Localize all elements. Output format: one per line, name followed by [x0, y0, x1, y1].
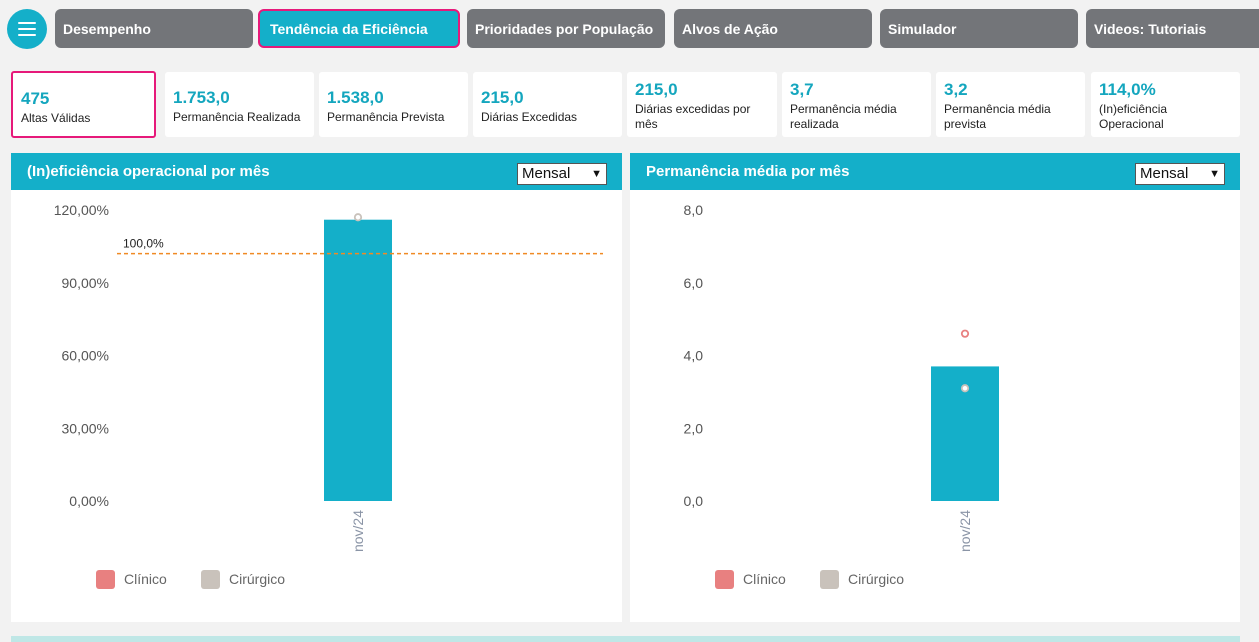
kpi-label: Altas Válidas: [21, 111, 91, 125]
tab-videos-tutoriais[interactable]: Videos: Tutoriais: [1086, 9, 1259, 48]
chevron-down-icon: ▼: [1209, 168, 1220, 180]
kpi-permanencia-media-prevista[interactable]: 3,2 Permanência média prevista: [936, 72, 1085, 137]
chevron-down-icon: ▼: [591, 168, 602, 180]
y-tick-label: 8,0: [684, 202, 704, 218]
tab-simulador[interactable]: Simulador: [880, 9, 1078, 48]
tab-desempenho[interactable]: Desempenho: [55, 9, 253, 48]
legend-swatch: [715, 570, 734, 589]
kpi-permanencia-media-realizada[interactable]: 3,7 Permanência média realizada: [782, 72, 931, 137]
kpi-altas-validas[interactable]: 475 Altas Válidas: [11, 71, 156, 138]
legend-label: Clínico: [743, 571, 786, 587]
y-tick-label: 6,0: [684, 275, 704, 291]
kpi-label: Diárias excedidas por mês: [635, 102, 751, 131]
tab-alvos-acao[interactable]: Alvos de Ação: [674, 9, 872, 48]
reference-line-label: 100,0%: [123, 237, 164, 251]
kpi-permanencia-prevista[interactable]: 1.538,0 Permanência Prevista: [319, 72, 468, 137]
kpi-label: (In)eficiência Operacional: [1099, 102, 1168, 131]
data-point-marker[interactable]: [353, 213, 363, 222]
legend-swatch: [820, 570, 839, 589]
y-tick-label: 0,0: [684, 493, 704, 509]
kpi-value: 3,2: [944, 80, 968, 99]
x-tick-label: nov/24: [957, 510, 973, 552]
kpi-value: 215,0: [635, 80, 678, 99]
legend-label: Clínico: [124, 571, 167, 587]
kpi-value: 114,0%: [1099, 80, 1156, 99]
y-tick-label: 120,00%: [54, 202, 109, 218]
y-tick-label: 2,0: [684, 420, 704, 436]
tab-tendencia-eficiencia[interactable]: Tendência da Eficiência: [258, 9, 460, 48]
data-point-marker[interactable]: [960, 384, 970, 393]
chart-panel-permanencia: Permanência média por mês Mensal ▼ 0,0 2,…: [630, 153, 1240, 622]
tab-prioridades-populacao[interactable]: Prioridades por População: [467, 9, 665, 48]
period-select[interactable]: Mensal ▼: [517, 163, 607, 185]
legend-swatch: [96, 570, 115, 589]
kpi-diarias-excedidas[interactable]: 215,0 Diárias Excedidas: [473, 72, 622, 137]
period-select[interactable]: Mensal ▼: [1135, 163, 1225, 185]
y-tick-label: 90,00%: [62, 275, 109, 291]
chart-ineficiencia: 0,00% 30,00% 60,00% 90,00% 120,00% nov/24 100,…: [54, 202, 603, 589]
data-point-marker[interactable]: [960, 329, 970, 338]
period-select-value: Mensal: [522, 165, 571, 182]
legend-label: Cirúrgico: [848, 571, 904, 587]
kpi-value: 1.753,0: [173, 88, 230, 107]
kpi-label: Permanência Realizada: [173, 110, 301, 124]
chart-panel-ineficiencia: (In)eficiência operacional por mês Mensa…: [11, 153, 622, 622]
kpi-value: 475: [21, 89, 50, 108]
kpi-permanencia-realizada[interactable]: 1.753,0 Permanência Realizada: [165, 72, 314, 137]
kpi-label: Permanência média prevista: [944, 102, 1051, 131]
y-tick-label: 60,00%: [62, 348, 109, 364]
period-select-value: Mensal: [1140, 165, 1189, 182]
y-tick-label: 4,0: [684, 348, 704, 364]
legend-swatch: [201, 570, 220, 589]
kpi-value: 1.538,0: [327, 88, 384, 107]
kpi-label: Permanência média realizada: [790, 102, 897, 131]
kpi-value: 3,7: [790, 80, 814, 99]
bottom-panel-edge: [11, 636, 1240, 642]
legend-label: Cirúrgico: [229, 571, 285, 587]
bar[interactable]: [324, 219, 392, 501]
menu-icon[interactable]: [7, 9, 47, 49]
kpi-diarias-excedidas-mes[interactable]: 215,0 Diárias excedidas por mês: [627, 72, 777, 137]
y-tick-label: 0,00%: [69, 493, 109, 509]
kpi-label: Diárias Excedidas: [481, 110, 578, 124]
kpi-value: 215,0: [481, 88, 524, 107]
kpi-label: Permanência Prevista: [327, 110, 445, 124]
kpi-ineficiencia-operacional[interactable]: 114,0% (In)eficiência Operacional: [1091, 72, 1240, 137]
x-tick-label: nov/24: [350, 510, 366, 552]
y-tick-label: 30,00%: [62, 420, 109, 436]
chart-permanencia: 0,0 2,0 4,0 6,0 8,0 nov/24 Clínico Cirúrgico: [684, 202, 999, 589]
